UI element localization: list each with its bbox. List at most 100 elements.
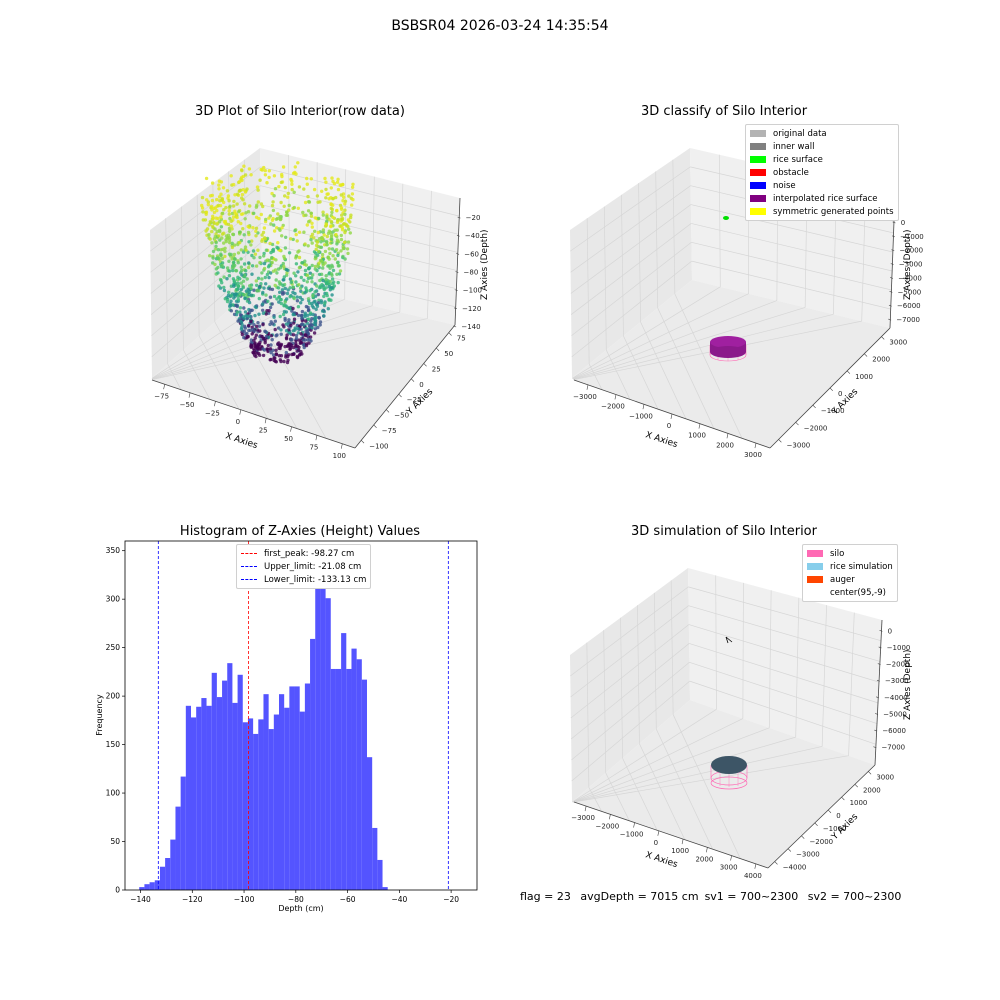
raw-point	[261, 290, 265, 295]
raw-point	[256, 276, 261, 280]
tick-mark	[456, 253, 460, 255]
grid-line	[196, 194, 200, 337]
raw-point	[335, 180, 340, 184]
histogram-chart: −140 −120 −100 −80 −60 −40 −20 0 50 100 150 200 250 3…	[95, 540, 478, 913]
tick-mark	[874, 729, 878, 732]
raw-point	[219, 192, 223, 196]
raw-point	[228, 216, 232, 221]
raw-point	[277, 346, 281, 350]
raw-point	[238, 310, 242, 314]
tick-label: −6000	[897, 302, 921, 310]
raw-point	[341, 246, 346, 251]
raw-point	[219, 252, 223, 256]
raw-point	[321, 278, 325, 283]
raw-point	[240, 196, 244, 200]
raw-point	[295, 295, 299, 299]
raw-point	[241, 285, 245, 290]
raw-point	[277, 184, 281, 189]
raw-point	[239, 265, 243, 269]
raw-point	[321, 266, 325, 270]
grid-line	[672, 714, 741, 859]
raw-point	[243, 190, 248, 194]
raw-point	[282, 278, 286, 282]
raw-point	[262, 226, 267, 230]
grid-line	[670, 580, 674, 715]
raw-point	[308, 288, 312, 293]
x-tick-label: −80	[288, 895, 304, 904]
raw-point	[325, 291, 329, 296]
grid-line	[795, 597, 800, 738]
raw-point	[322, 233, 326, 237]
grid-line	[689, 661, 878, 724]
raw-point	[257, 324, 262, 328]
raw-point	[324, 180, 328, 184]
grid-line	[570, 643, 690, 740]
grid-line	[571, 662, 690, 761]
raw-point	[342, 222, 346, 226]
raw-point	[242, 233, 246, 237]
tick-mark	[455, 271, 459, 273]
tick-label: −50	[394, 412, 409, 420]
histogram-bar	[242, 722, 248, 890]
raw-point	[351, 197, 355, 202]
raw-point	[328, 251, 332, 256]
raw-point	[287, 318, 291, 322]
raw-point	[346, 240, 351, 244]
raw-point	[276, 212, 280, 216]
raw-point	[348, 231, 352, 235]
raw-point	[219, 278, 223, 282]
raw-point	[257, 342, 262, 347]
raw-point	[258, 329, 262, 333]
raw-point	[294, 254, 299, 258]
tick-mark	[774, 861, 778, 865]
y-tick-label: 350	[106, 546, 121, 555]
raw-point	[243, 245, 248, 249]
raw-point	[297, 266, 302, 270]
histogram-bar	[304, 683, 311, 890]
raw-point	[276, 267, 281, 271]
grid-line	[151, 242, 262, 336]
raw-point	[235, 215, 239, 220]
raw-point	[254, 226, 259, 230]
raw-point	[339, 233, 343, 238]
raw-point	[231, 232, 235, 236]
raw-point	[339, 193, 343, 197]
raw-point	[251, 327, 255, 332]
raw-point	[325, 192, 329, 196]
raw-point	[242, 329, 246, 334]
raw-point	[305, 223, 309, 227]
raw-point	[330, 286, 334, 290]
raw-point	[324, 277, 328, 282]
tick-mark	[361, 440, 365, 444]
raw-point	[208, 237, 212, 241]
raw-point	[347, 227, 351, 231]
grid-line	[688, 624, 880, 683]
raw-point	[294, 274, 298, 278]
grid-line	[260, 204, 458, 253]
raw-point	[300, 309, 305, 314]
raw-point	[284, 350, 288, 355]
raw-point	[264, 334, 269, 339]
raw-point	[246, 224, 250, 229]
grid-line	[639, 743, 686, 840]
raw-point	[222, 241, 226, 245]
raw-point	[233, 211, 237, 215]
raw-point	[266, 299, 270, 303]
tick-mark	[890, 277, 894, 279]
raw-point	[272, 194, 276, 198]
tick-label: −5000	[883, 710, 907, 718]
raw-point	[216, 265, 220, 270]
raw-point	[336, 253, 340, 258]
raw-point	[323, 301, 327, 305]
histogram-bar	[273, 714, 279, 890]
tick-mark	[891, 249, 895, 252]
raw-point	[309, 235, 313, 239]
pane-right	[688, 568, 882, 765]
raw-point	[306, 194, 310, 199]
legend-entry: obstacle	[750, 166, 894, 179]
tick-label: 75	[309, 443, 318, 451]
histogram-bar	[165, 858, 171, 890]
raw-point	[313, 264, 317, 269]
tick-label: 2000	[863, 786, 881, 794]
raw-point	[324, 222, 328, 226]
